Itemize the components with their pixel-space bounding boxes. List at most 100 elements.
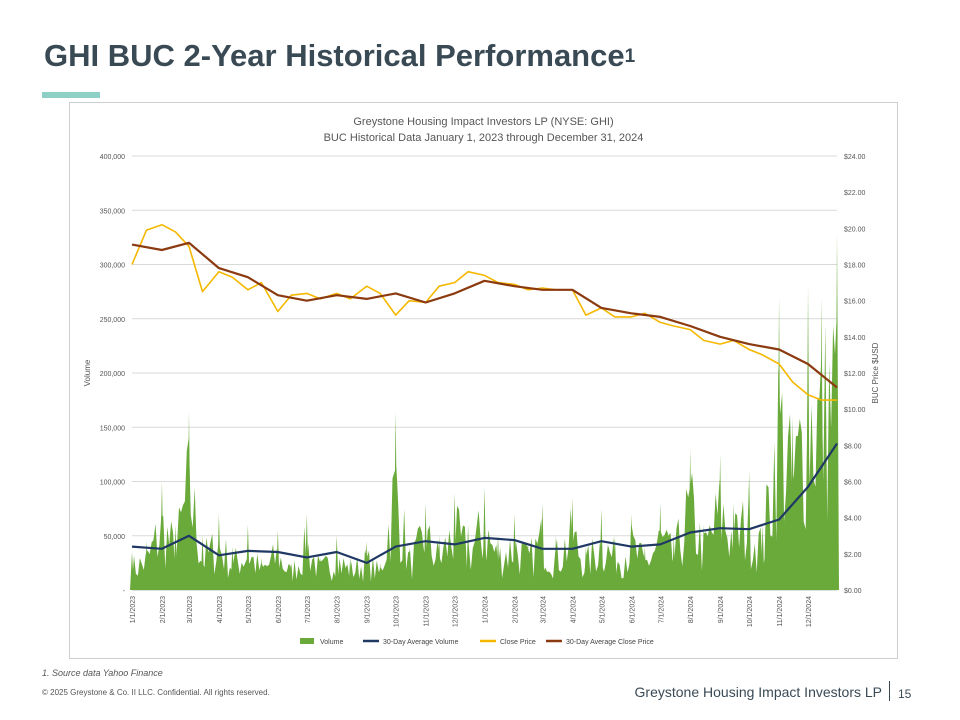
volume-peak bbox=[642, 546, 647, 590]
y-tick-label: 400,000 bbox=[100, 154, 125, 161]
x-tick-label: 1/1/2024 bbox=[483, 596, 490, 623]
volume-peak bbox=[760, 524, 765, 590]
footer-brand: Greystone Housing Impact Investors LP bbox=[634, 684, 882, 700]
y-tick-label: 150,000 bbox=[100, 425, 125, 432]
y2-axis-title: BUC Price $USD bbox=[871, 342, 880, 403]
y2-tick-label: $2.00 bbox=[844, 552, 862, 559]
y2-tick-label: $12.00 bbox=[844, 371, 866, 378]
volume-peak bbox=[407, 546, 412, 590]
y-tick-label: 50,000 bbox=[104, 534, 126, 541]
y2-tick-label: $6.00 bbox=[844, 480, 862, 487]
volume-peak bbox=[130, 552, 134, 590]
avg-volume-line bbox=[131, 442, 838, 564]
chart-title: Greystone Housing Impact Investors LP (N… bbox=[353, 116, 613, 128]
volume-peak bbox=[200, 535, 205, 590]
volume-peak bbox=[144, 541, 149, 590]
volume-peak bbox=[658, 503, 663, 590]
title-accent-bar bbox=[42, 92, 100, 98]
y2-tick-label: $18.00 bbox=[844, 263, 866, 270]
legend-label: Volume bbox=[320, 639, 343, 646]
footnote-marker: 1 bbox=[624, 46, 636, 67]
slide-title-text: GHI BUC 2-Year Historical Performance bbox=[44, 38, 625, 73]
avg-close-price-line bbox=[131, 241, 838, 389]
volume-peak bbox=[777, 297, 782, 590]
volume-peak bbox=[806, 286, 811, 590]
volume-peak bbox=[599, 508, 604, 590]
y2-tick-label: $16.00 bbox=[844, 299, 866, 306]
volume-peak bbox=[612, 535, 617, 590]
volume-peak bbox=[671, 535, 676, 590]
x-tick-label: 8/1/2024 bbox=[688, 596, 695, 623]
y2-tick-label: $4.00 bbox=[844, 516, 862, 523]
footnote: 1. Source data Yahoo Finance bbox=[42, 668, 163, 678]
x-tick-label: 3/1/2024 bbox=[540, 596, 547, 623]
volume-peak bbox=[216, 514, 221, 590]
performance-chart: Greystone Housing Impact Investors LP (N… bbox=[83, 116, 880, 646]
volume-peak bbox=[289, 562, 294, 590]
close-price-line bbox=[131, 223, 837, 401]
y-axis-title: Volume bbox=[83, 359, 92, 386]
volume-peak bbox=[512, 514, 517, 590]
volume-peak bbox=[718, 454, 723, 590]
y-tick-label: 100,000 bbox=[100, 480, 125, 487]
volume-peak bbox=[466, 524, 471, 590]
x-tick-label: 9/1/2023 bbox=[365, 596, 372, 623]
x-tick-label: 6/1/2023 bbox=[276, 596, 283, 623]
x-tick-label: 10/1/2024 bbox=[747, 596, 754, 627]
x-tick-label: 5/1/2023 bbox=[246, 596, 253, 623]
volume-peak bbox=[393, 410, 398, 590]
copyright-notice: © 2025 Greystone & Co. II LLC. Confident… bbox=[42, 688, 270, 697]
volume-area bbox=[132, 309, 837, 590]
volume-peak bbox=[583, 546, 588, 590]
volume-peak bbox=[629, 514, 634, 590]
chart-legend: Volume 30-Day Average Volume Close Price 30… bbox=[300, 638, 654, 646]
volume-peak bbox=[275, 530, 280, 590]
volume-peak bbox=[364, 541, 369, 590]
x-tick-label: 12/1/2023 bbox=[453, 596, 460, 627]
x-tick-label: 2/1/2024 bbox=[512, 596, 519, 623]
volume-peak bbox=[835, 231, 839, 590]
x-tick-label: 9/1/2024 bbox=[718, 596, 725, 623]
slide-title: GHI BUC 2-Year Historical Performance1 bbox=[44, 38, 635, 74]
volume-peak bbox=[553, 535, 558, 590]
volume-peaks bbox=[130, 231, 839, 590]
footer-divider bbox=[889, 681, 890, 701]
volume-peak bbox=[731, 503, 736, 590]
x-tick-label: 6/1/2024 bbox=[629, 596, 636, 623]
y-tick-label: 350,000 bbox=[100, 208, 125, 215]
y2-tick-label: $0.00 bbox=[844, 588, 862, 595]
volume-peak bbox=[452, 492, 457, 590]
x-tick-label: 10/1/2023 bbox=[394, 596, 401, 627]
y2-tick-label: $20.00 bbox=[844, 226, 866, 233]
x-tick-label: 7/1/2024 bbox=[658, 596, 665, 623]
volume-peak bbox=[496, 535, 501, 590]
legend-label: 30-Day Average Volume bbox=[383, 639, 458, 646]
x-tick-label: 11/1/2024 bbox=[777, 596, 784, 627]
x-axis: 1/1/2023 2/1/2023 3/1/2023 4/1/2023 5/1/2023… bbox=[130, 589, 837, 627]
volume-peak bbox=[525, 541, 530, 590]
y2-tick-label: $22.00 bbox=[844, 190, 866, 197]
volume-peak bbox=[245, 524, 250, 590]
y-tick-label: 300,000 bbox=[100, 263, 125, 270]
volume-peak bbox=[701, 524, 706, 590]
volume-peak bbox=[230, 546, 235, 590]
x-tick-label: 4/1/2024 bbox=[570, 596, 577, 623]
chart-container: Greystone Housing Impact Investors LP (N… bbox=[69, 102, 898, 659]
x-tick-label: 3/1/2023 bbox=[187, 596, 194, 623]
x-tick-label: 1/1/2023 bbox=[130, 596, 137, 623]
volume-peak bbox=[334, 535, 339, 590]
volume-peak bbox=[423, 503, 428, 590]
x-tick-label: 2/1/2023 bbox=[160, 596, 167, 623]
legend-label: 30-Day Average Close Price bbox=[566, 639, 654, 646]
volume-peak bbox=[318, 557, 323, 590]
legend-swatch bbox=[300, 638, 314, 644]
x-tick-label: 7/1/2023 bbox=[305, 596, 312, 623]
y-tick-label: - bbox=[123, 588, 126, 595]
volume-peak bbox=[688, 448, 693, 590]
volume-peak bbox=[540, 503, 545, 590]
volume-peak bbox=[747, 470, 752, 590]
volume-peak bbox=[304, 514, 309, 590]
volume-peak bbox=[437, 535, 442, 590]
legend-label: Close Price bbox=[500, 639, 536, 646]
page-number: 15 bbox=[898, 687, 912, 701]
